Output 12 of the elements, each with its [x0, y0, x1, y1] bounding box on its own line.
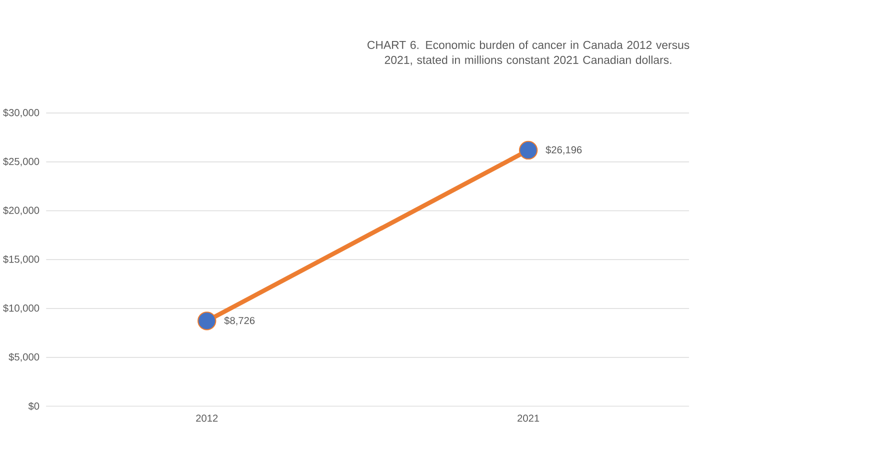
- chart-title: CHART 6. Economic burden of cancer in Canada 2012 versus 2021, stated in millions constant 2021 Canadian dollars.: [368, 40, 690, 66]
- data-label: $8,726: [224, 316, 255, 326]
- y-tick-label: $5,000: [8, 352, 40, 362]
- x-tick-label: 2012: [196, 414, 218, 422]
- y-tick-label: $15,000: [3, 255, 40, 264]
- y-tick-label: $30,000: [3, 108, 40, 118]
- y-tick-label: $25,000: [3, 157, 40, 166]
- x-tick-label: 2021: [518, 414, 540, 422]
- y-tick-label: $10,000: [3, 304, 40, 313]
- data-label: $26,196: [546, 146, 582, 154]
- y-tick-label: $20,000: [3, 206, 40, 215]
- y-tick-label: $0: [28, 402, 40, 410]
